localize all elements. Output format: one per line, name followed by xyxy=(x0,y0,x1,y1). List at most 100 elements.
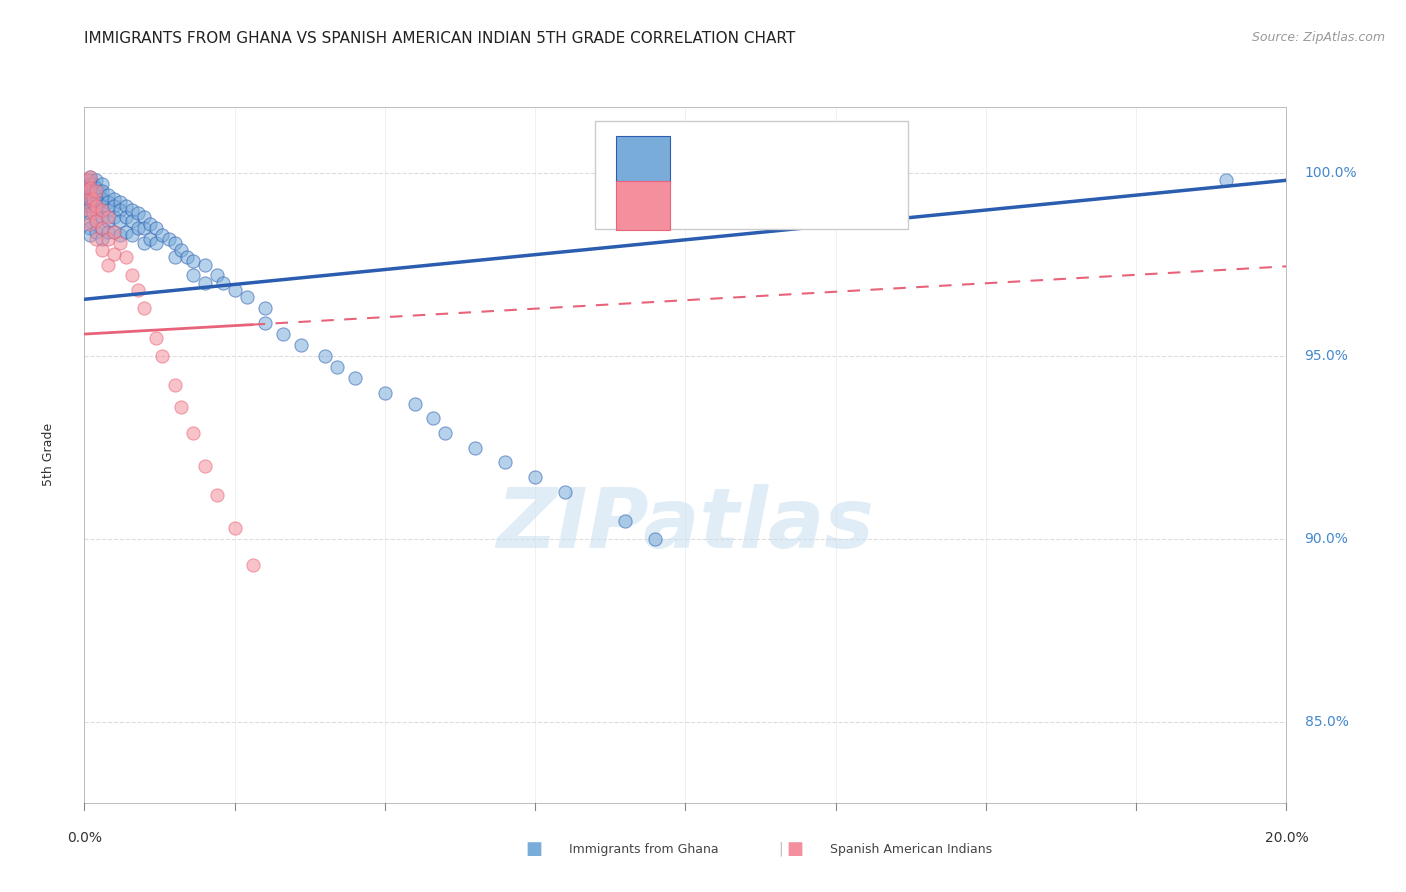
Point xyxy=(374,385,396,400)
Point xyxy=(89,184,111,198)
Point xyxy=(76,199,98,213)
Point xyxy=(86,173,108,187)
Point xyxy=(115,250,138,264)
Point xyxy=(76,173,98,187)
Point xyxy=(422,411,444,425)
Point xyxy=(91,177,114,191)
Point xyxy=(524,470,547,484)
FancyBboxPatch shape xyxy=(595,121,908,229)
Point xyxy=(89,195,111,210)
Point xyxy=(121,268,143,283)
Point xyxy=(91,220,114,235)
Point xyxy=(76,184,98,198)
Point xyxy=(86,195,108,210)
Point xyxy=(644,532,666,546)
Point xyxy=(86,213,108,227)
Text: IMMIGRANTS FROM GHANA VS SPANISH AMERICAN INDIAN 5TH GRADE CORRELATION CHART: IMMIGRANTS FROM GHANA VS SPANISH AMERICA… xyxy=(84,31,796,46)
Point xyxy=(290,338,312,352)
Text: N = 99: N = 99 xyxy=(808,156,870,174)
Point xyxy=(205,268,228,283)
Point xyxy=(97,225,120,239)
Text: ZIPatlas: ZIPatlas xyxy=(496,484,875,565)
Point xyxy=(110,235,132,250)
Point xyxy=(91,220,114,235)
Point xyxy=(97,188,120,202)
Point xyxy=(86,213,108,227)
Point xyxy=(139,217,162,231)
Point xyxy=(91,210,114,224)
Point xyxy=(79,206,101,220)
Point xyxy=(242,558,264,572)
Point xyxy=(79,213,101,227)
Point xyxy=(271,327,294,342)
Point xyxy=(91,243,114,257)
Point xyxy=(103,246,125,260)
Point xyxy=(110,202,132,217)
Point xyxy=(404,397,426,411)
Point xyxy=(79,177,101,191)
Point xyxy=(205,488,228,502)
Point xyxy=(224,521,246,535)
Point xyxy=(91,192,114,206)
Point xyxy=(97,258,120,272)
Point xyxy=(86,202,108,217)
Point xyxy=(181,425,204,440)
Point xyxy=(134,235,156,250)
Point xyxy=(79,192,101,206)
Text: Source: ZipAtlas.com: Source: ZipAtlas.com xyxy=(1251,31,1385,45)
Text: 5th Grade: 5th Grade xyxy=(42,424,55,486)
Point xyxy=(115,199,138,213)
Point xyxy=(115,225,138,239)
Point xyxy=(79,217,101,231)
Text: N = 35: N = 35 xyxy=(808,202,870,219)
Point xyxy=(194,276,217,290)
Text: |: | xyxy=(778,842,783,856)
Point xyxy=(86,225,108,239)
Point xyxy=(145,235,167,250)
Point xyxy=(79,192,101,206)
Point xyxy=(127,283,149,297)
Point xyxy=(343,371,366,385)
Text: 100.0%: 100.0% xyxy=(1305,166,1357,180)
Point xyxy=(121,202,143,217)
Point xyxy=(134,210,156,224)
Point xyxy=(86,188,108,202)
Point xyxy=(194,258,217,272)
Text: Immigrants from Ghana: Immigrants from Ghana xyxy=(569,843,718,855)
Point xyxy=(79,184,101,198)
Point xyxy=(79,228,101,243)
Point xyxy=(82,177,104,191)
Point xyxy=(253,301,276,316)
Point xyxy=(103,210,125,224)
Point xyxy=(103,225,125,239)
Point xyxy=(76,180,98,194)
Text: Spanish American Indians: Spanish American Indians xyxy=(830,843,991,855)
Point xyxy=(79,173,101,187)
Point xyxy=(79,195,101,210)
Point xyxy=(464,441,486,455)
Point xyxy=(176,250,198,264)
Point xyxy=(134,220,156,235)
Point xyxy=(235,290,257,304)
Point xyxy=(79,220,101,235)
Point xyxy=(139,232,162,246)
Point xyxy=(110,213,132,227)
Point xyxy=(82,192,104,206)
Text: 90.0%: 90.0% xyxy=(1305,533,1348,546)
Point xyxy=(121,213,143,227)
Point xyxy=(494,455,516,469)
Point xyxy=(554,484,576,499)
Point xyxy=(127,206,149,220)
Point xyxy=(181,253,204,268)
Point xyxy=(79,202,101,217)
Point xyxy=(79,199,101,213)
Text: R = 0.070: R = 0.070 xyxy=(688,202,779,219)
Point xyxy=(163,235,186,250)
Point xyxy=(91,184,114,198)
Point xyxy=(134,301,156,316)
Point xyxy=(76,192,98,206)
Point xyxy=(79,169,101,184)
Text: 85.0%: 85.0% xyxy=(1305,715,1348,730)
Text: ■: ■ xyxy=(786,840,803,858)
Point xyxy=(121,228,143,243)
